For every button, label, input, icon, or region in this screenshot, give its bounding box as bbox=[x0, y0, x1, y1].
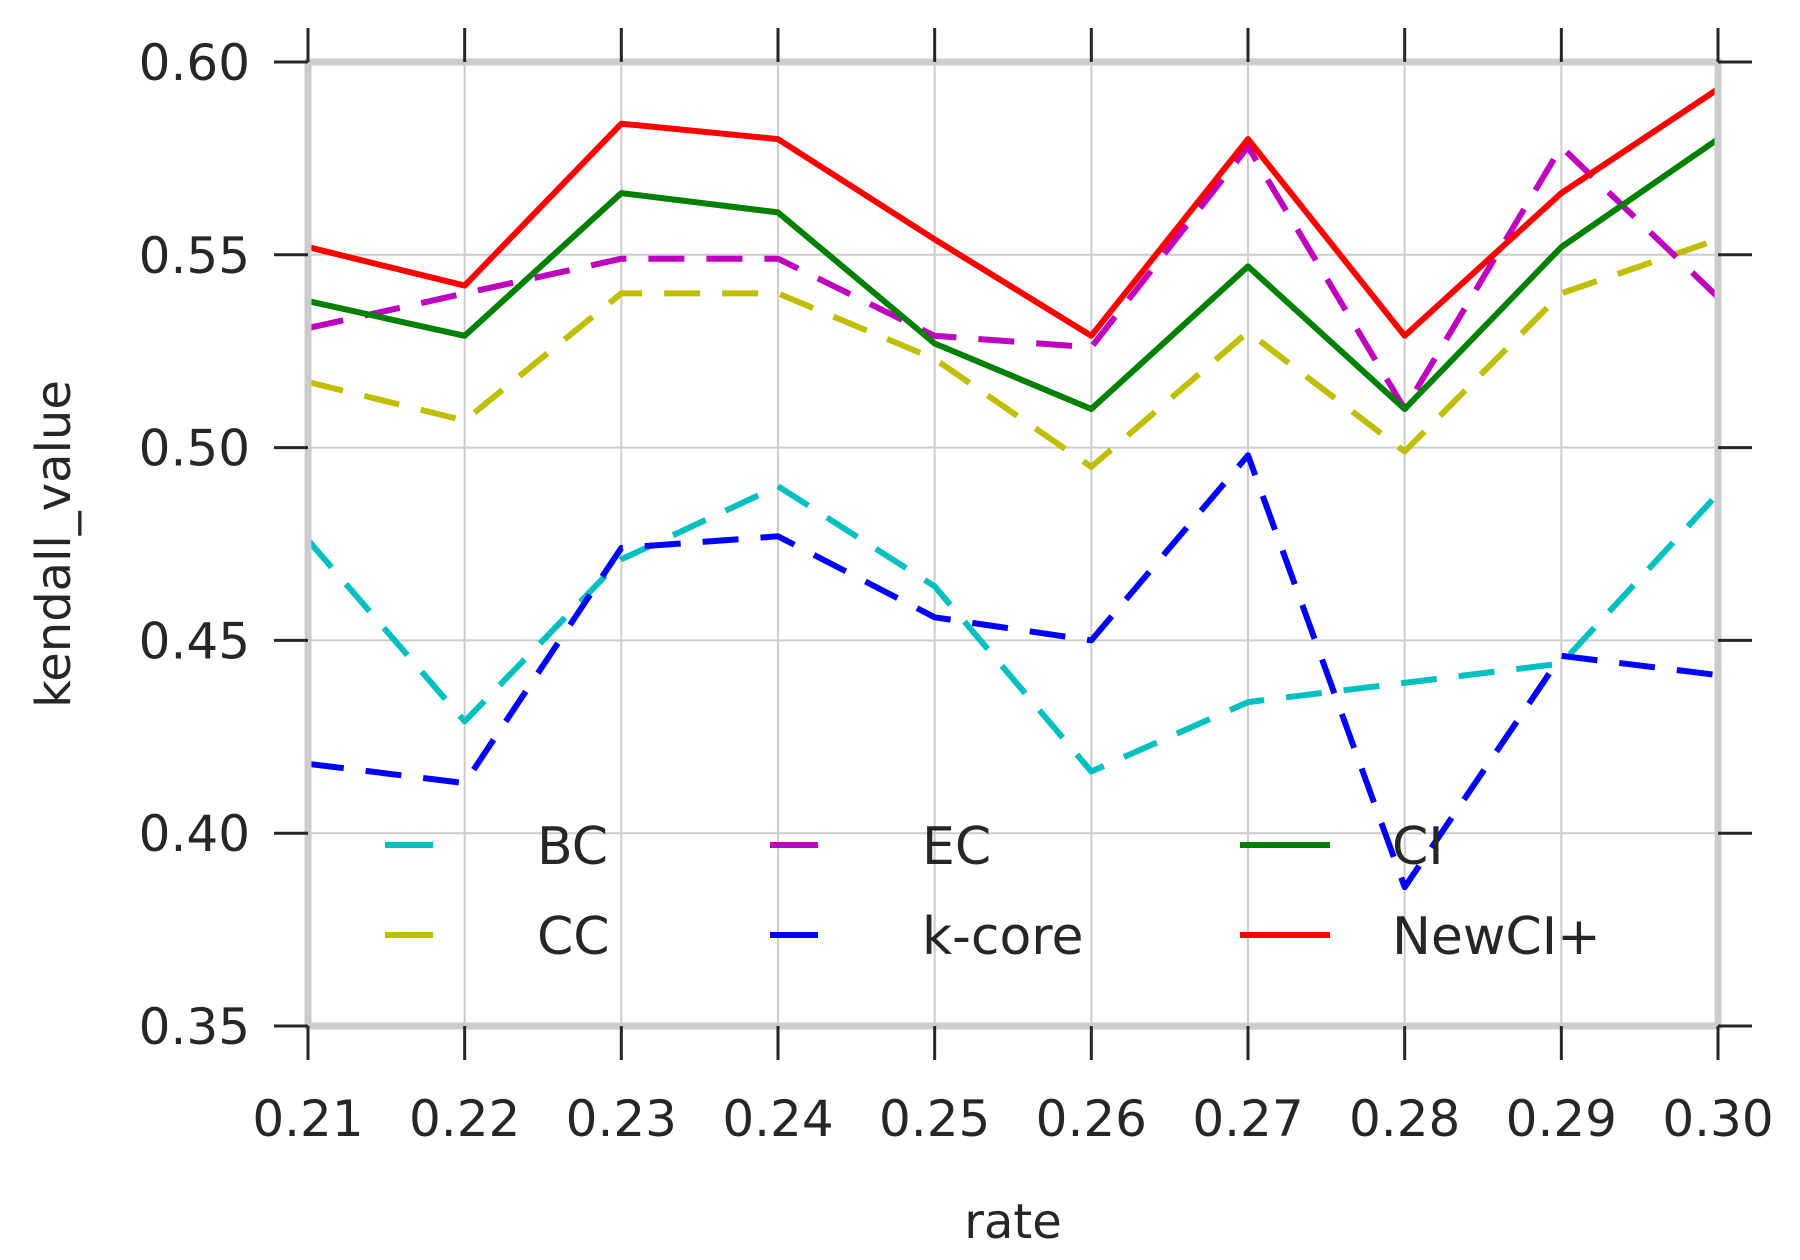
x-axis-label: rate bbox=[964, 1194, 1062, 1250]
x-tick-label: 0.27 bbox=[1192, 1090, 1303, 1148]
x-tick-label: 0.26 bbox=[1036, 1090, 1147, 1148]
x-tick-label: 0.21 bbox=[252, 1090, 363, 1148]
y-tick-label: 0.40 bbox=[139, 805, 250, 863]
series-line-cc bbox=[308, 236, 1718, 470]
x-tick-label: 0.23 bbox=[566, 1090, 677, 1148]
y-tick-labels: 0.35 0.40 0.45 0.50 0.55 0.60 bbox=[139, 34, 250, 1056]
axis-ticks bbox=[274, 28, 1752, 1060]
x-tick-label: 0.25 bbox=[879, 1090, 990, 1148]
x-tick-label: 0.24 bbox=[722, 1090, 833, 1148]
series-line-k-core bbox=[308, 452, 1718, 891]
series-line-newci- bbox=[308, 86, 1718, 339]
y-tick-label: 0.45 bbox=[139, 612, 250, 670]
series-line-bc bbox=[308, 483, 1718, 775]
x-tick-label: 0.22 bbox=[409, 1090, 520, 1148]
y-tick-label: 0.55 bbox=[139, 227, 250, 285]
y-tick-label: 0.50 bbox=[139, 420, 250, 478]
legend-label-bc: BC bbox=[537, 817, 608, 877]
legend-label-ci: CI bbox=[1392, 817, 1444, 877]
series-line-ec bbox=[308, 143, 1718, 412]
plot-frame bbox=[304, 58, 1722, 1030]
series-line-ci bbox=[308, 136, 1718, 412]
x-tick-labels: 0.21 0.22 0.23 0.24 0.25 0.26 0.27 0.28 0.29 0.30 bbox=[252, 1090, 1773, 1148]
x-tick-label: 0.28 bbox=[1349, 1090, 1460, 1148]
series-lines bbox=[308, 86, 1718, 891]
y-tick-label: 0.60 bbox=[139, 34, 250, 92]
y-axis-label: kendall_value bbox=[26, 380, 82, 708]
y-tick-label: 0.35 bbox=[139, 998, 250, 1056]
x-tick-label: 0.29 bbox=[1506, 1090, 1617, 1148]
legend: BC CC EC k-core CI NewCI+ bbox=[385, 817, 1601, 967]
legend-label-newci-: NewCI+ bbox=[1392, 907, 1601, 967]
legend-label-ec: EC bbox=[922, 817, 991, 877]
legend-label-cc: CC bbox=[537, 907, 610, 967]
legend-label-k-core: k-core bbox=[922, 907, 1084, 967]
x-tick-label: 0.30 bbox=[1662, 1090, 1773, 1148]
grid-lines bbox=[307, 61, 1719, 1027]
